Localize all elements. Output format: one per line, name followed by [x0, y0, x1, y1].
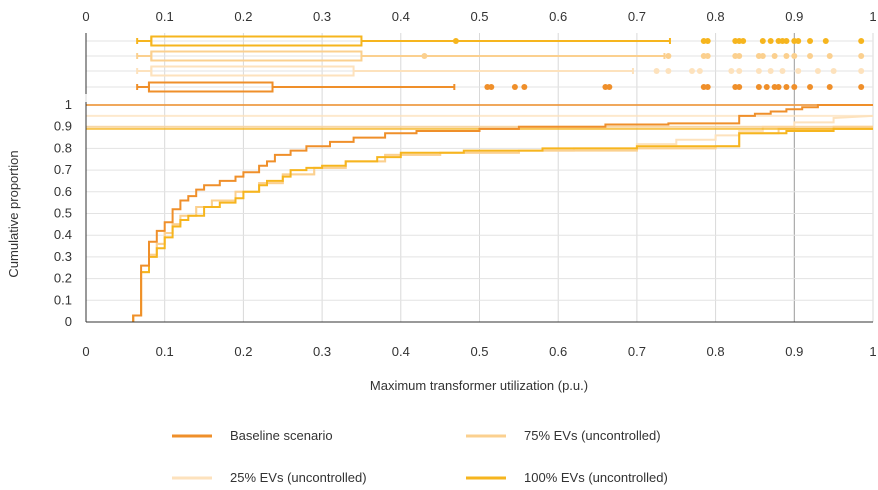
box-outlier	[807, 38, 814, 44]
box-outlier	[826, 84, 833, 90]
x-tick-label: 0.7	[628, 344, 646, 359]
y-tick-label: 0	[65, 314, 72, 329]
x-tick-label: 0.1	[156, 344, 174, 359]
box-outlier	[740, 38, 747, 44]
box-outlier	[511, 84, 518, 90]
x-axis-title: Maximum transformer utilization (p.u.)	[370, 378, 588, 393]
legend-label: 100% EVs (uncontrolled)	[524, 470, 668, 485]
box-outlier	[665, 68, 672, 74]
box-outlier	[696, 68, 703, 74]
box-outlier	[736, 68, 743, 74]
box-outlier	[783, 84, 790, 90]
box-outlier	[736, 84, 743, 90]
box-outlier	[488, 84, 495, 90]
box-outlier	[688, 68, 695, 74]
box-outlier	[822, 38, 829, 44]
y-tick-label: 0.9	[54, 119, 72, 134]
box-outlier	[830, 68, 837, 74]
box-outlier	[452, 38, 459, 44]
box-outlier	[814, 68, 821, 74]
box-outlier	[791, 53, 798, 59]
box-outlier	[795, 38, 802, 44]
x-tick-label: 0.9	[785, 344, 803, 359]
box-outlier	[858, 68, 865, 74]
legend-label: 75% EVs (uncontrolled)	[524, 428, 661, 443]
x-top-tick-label: 0.2	[234, 9, 252, 24]
y-axis-title: Cumulative proportion	[6, 150, 21, 277]
x-tick-label: 0.4	[392, 344, 410, 359]
x-top-tick-label: 0.1	[156, 9, 174, 24]
x-top-tick-label: 0.9	[785, 9, 803, 24]
box-outlier	[771, 53, 778, 59]
box-outlier	[767, 38, 774, 44]
axes: 000.10.10.20.20.30.30.40.40.50.50.60.60.…	[54, 9, 877, 359]
box-outlier	[779, 68, 786, 74]
cdf-line	[132, 125, 873, 322]
box-outlier	[421, 53, 428, 59]
legend-label: Baseline scenario	[230, 428, 333, 443]
box-outlier	[791, 84, 798, 90]
box-outlier	[728, 68, 735, 74]
y-tick-label: 1	[65, 97, 72, 112]
box-outlier	[807, 84, 814, 90]
x-tick-label: 0.6	[549, 344, 567, 359]
box-outlier	[763, 84, 770, 90]
x-top-tick-label: 0.6	[549, 9, 567, 24]
box-outlier	[826, 53, 833, 59]
box-outlier	[736, 53, 743, 59]
y-tick-label: 0.6	[54, 184, 72, 199]
y-tick-label: 0.2	[54, 271, 72, 286]
cdf-line	[132, 114, 874, 322]
x-tick-label: 0.8	[707, 344, 725, 359]
x-top-tick-label: 0.3	[313, 9, 331, 24]
y-tick-label: 0.5	[54, 206, 72, 221]
box-outlier	[521, 84, 528, 90]
box-outlier	[759, 53, 766, 59]
box-outlier	[783, 38, 790, 44]
cdf-line	[132, 104, 873, 322]
x-tick-label: 1	[869, 344, 876, 359]
box-outlier	[795, 68, 802, 74]
x-top-tick-label: 0.4	[392, 9, 410, 24]
cdf-lines	[86, 104, 874, 322]
y-tick-label: 0.7	[54, 162, 72, 177]
x-top-tick-label: 0.8	[707, 9, 725, 24]
boxplot-panel	[136, 35, 865, 93]
cdf-line	[132, 127, 873, 322]
box-outlier	[606, 84, 613, 90]
box-outlier	[767, 68, 774, 74]
x-tick-label: 0.3	[313, 344, 331, 359]
y-tick-label: 0.8	[54, 140, 72, 155]
y-tick-label: 0.4	[54, 227, 72, 242]
box-outlier	[704, 53, 711, 59]
box-outlier	[775, 84, 782, 90]
box-outlier	[755, 84, 762, 90]
box-outlier	[858, 84, 865, 90]
box-outlier	[653, 68, 660, 74]
x-top-tick-label: 0	[82, 9, 89, 24]
x-top-tick-label: 1	[869, 9, 876, 24]
box-outlier	[755, 68, 762, 74]
box-outlier	[704, 84, 711, 90]
x-tick-label: 0	[82, 344, 89, 359]
box-outlier	[807, 53, 814, 59]
x-top-tick-label: 0.5	[470, 9, 488, 24]
y-tick-label: 0.1	[54, 292, 72, 307]
box-outlier	[704, 38, 711, 44]
legend-label: 25% EVs (uncontrolled)	[230, 470, 367, 485]
box-outlier	[858, 38, 865, 44]
box-outlier	[759, 38, 766, 44]
legend: Baseline scenario 75% EVs (uncontrolled) 2…	[172, 428, 668, 485]
box-outlier	[783, 53, 790, 59]
x-top-tick-label: 0.7	[628, 9, 646, 24]
box-outlier	[858, 53, 865, 59]
box-outlier	[665, 53, 672, 59]
x-tick-label: 0.2	[234, 344, 252, 359]
x-tick-label: 0.5	[470, 344, 488, 359]
y-tick-label: 0.3	[54, 249, 72, 264]
